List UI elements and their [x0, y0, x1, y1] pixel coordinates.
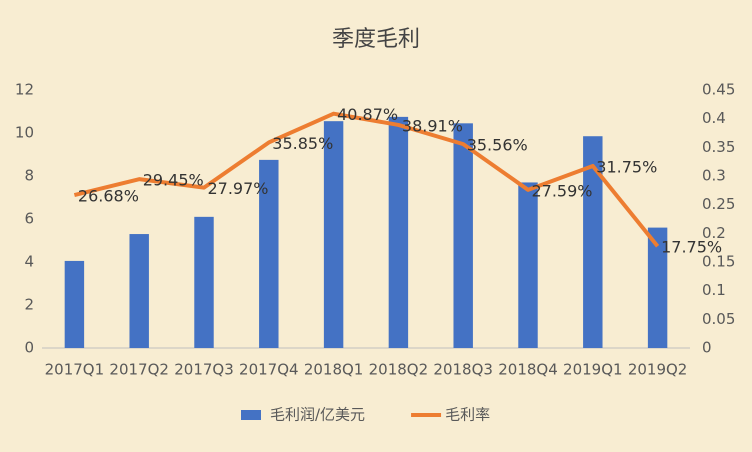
legend-label: 毛利率 — [445, 406, 490, 424]
bar — [194, 216, 214, 348]
y-tick-label: 6 — [24, 210, 34, 228]
bar — [129, 234, 149, 348]
y2-tick-label: 0.45 — [702, 81, 735, 99]
bar — [323, 121, 344, 348]
x-tick-label: 2017Q2 — [109, 361, 169, 379]
legend-label: 毛利润/亿美元 — [270, 406, 365, 424]
legend-swatch — [241, 410, 261, 420]
y-tick-label: 4 — [24, 253, 34, 271]
data-label: 40.87% — [337, 105, 398, 124]
y2-tick-label: 0.4 — [702, 109, 726, 127]
y-tick-label: 12 — [15, 81, 34, 99]
x-tick-label: 2017Q4 — [239, 361, 299, 379]
bar — [64, 260, 85, 348]
y2-tick-label: 0.3 — [702, 167, 726, 185]
line — [73, 111, 660, 248]
y-tick-label: 8 — [24, 167, 34, 185]
y2-tick-label: 0.2 — [702, 224, 726, 242]
y2-tick-label: 0.05 — [702, 310, 735, 328]
y-tick-label: 0 — [24, 339, 34, 357]
bar — [647, 227, 668, 348]
x-tick-label: 2018Q3 — [433, 361, 493, 379]
data-label: 29.45% — [143, 171, 204, 190]
bar — [388, 116, 409, 348]
y-tick-label: 10 — [15, 124, 34, 142]
y-tick-label: 2 — [24, 296, 34, 314]
data-label: 26.68% — [78, 187, 139, 206]
x-tick-label: 2019Q1 — [563, 361, 623, 379]
x-tick-label: 2018Q2 — [369, 361, 429, 379]
data-label: 35.85% — [272, 134, 333, 153]
bar — [518, 182, 538, 348]
data-label: 31.75% — [596, 157, 657, 176]
x-tick-label: 2017Q1 — [45, 361, 105, 379]
data-label: 35.56% — [467, 136, 528, 155]
chart-title: 季度毛利 — [332, 27, 420, 52]
x-tick-label: 2019Q2 — [628, 361, 688, 379]
y2-tick-label: 0.1 — [702, 281, 726, 299]
y2-tick-label: 0.25 — [702, 195, 735, 213]
x-tick-label: 2018Q1 — [304, 361, 364, 379]
bar — [583, 136, 603, 348]
bar — [453, 123, 473, 348]
data-label: 27.97% — [207, 179, 268, 198]
x-tick-label: 2017Q3 — [174, 361, 234, 379]
data-label: 38.91% — [402, 116, 463, 135]
y2-tick-label: 0.35 — [702, 138, 735, 156]
y2-tick-label: 0.15 — [702, 253, 735, 271]
data-label: 27.59% — [531, 181, 592, 200]
x-tick-label: 2018Q4 — [498, 361, 558, 379]
data-label: 17.75% — [661, 238, 722, 257]
y2-tick-label: 0 — [702, 339, 712, 357]
bar — [259, 159, 279, 348]
